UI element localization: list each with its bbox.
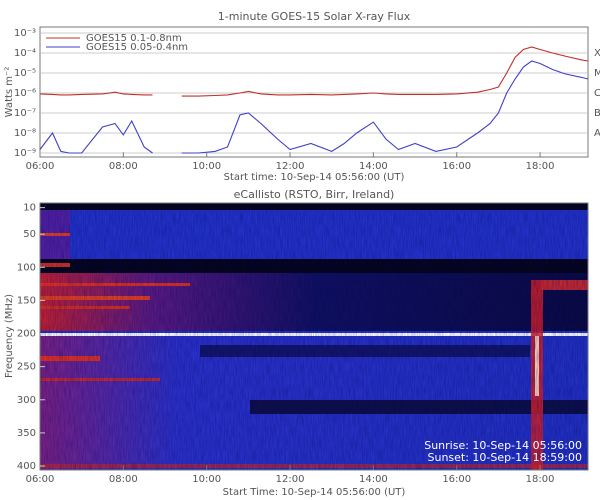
x-tick-label: 12:00 [276, 161, 305, 172]
x-tick-label: 14:00 [359, 161, 388, 172]
y2-tick-label: A [594, 128, 600, 139]
y-tick-label: 10 [23, 203, 36, 214]
y-tick-label: 350 [17, 428, 36, 439]
legend-label: GOES15 0.1-0.8nm [86, 33, 182, 44]
x-tick-label: 18:00 [526, 161, 555, 172]
x-axis-label: Start Time: 10-Sep-14 05:56:00 (UT) [223, 487, 406, 498]
y-tick-label: 10⁻⁸ [14, 128, 36, 139]
x-tick-label: 10:00 [192, 474, 221, 485]
plot-frame [39, 202, 589, 471]
y-tick-label: 100 [17, 262, 36, 273]
x-tick-label: 12:00 [276, 474, 305, 485]
x-tick-label: 06:00 [26, 161, 55, 172]
x-tick-label: 16:00 [442, 474, 471, 485]
chart-title: 1-minute GOES-15 Solar X-ray Flux [218, 10, 411, 23]
x-tick-label: 18:00 [526, 474, 555, 485]
series-line [181, 46, 589, 97]
y-tick-label: 10⁻⁹ [14, 148, 36, 159]
y-tick-label: 300 [17, 395, 36, 406]
y2-tick-label: B [594, 108, 600, 119]
x-tick-label: 06:00 [26, 474, 55, 485]
chart-title: eCallisto (RSTO, Birr, Ireland) [234, 188, 395, 201]
y-tick-label: 200 [17, 329, 36, 340]
spectrogram-image [40, 203, 588, 470]
series-line [39, 91, 153, 96]
annotation: Sunrise: 10-Sep-14 05:56:00 [424, 439, 582, 452]
y-tick-label: 10⁻⁵ [14, 68, 36, 79]
x-tick-label: 10:00 [192, 161, 221, 172]
x-tick-label: 08:00 [109, 161, 138, 172]
y-axis-label: Frequency (MHz) [4, 294, 15, 378]
y-axis-label: Watts m⁻² [4, 67, 15, 118]
x-tick-label: 16:00 [442, 161, 471, 172]
x-tick-label: 14:00 [359, 474, 388, 485]
y2-tick-label: C [594, 88, 600, 99]
y-tick-label: 50 [23, 229, 36, 240]
y-tick-label: 10⁻⁶ [14, 88, 36, 99]
y-tick-label: 400 [17, 461, 36, 472]
y-tick-label: 10⁻³ [14, 28, 36, 39]
y2-tick-label: X [594, 48, 600, 59]
annotation: Sunset: 10-Sep-14 18:59:00 [427, 451, 582, 464]
y-tick-label: 150 [17, 295, 36, 306]
noise [40, 203, 588, 470]
plot-frame [39, 26, 589, 158]
x-axis-label: Start time: 10-Sep-14 05:56:00 (UT) [224, 172, 405, 183]
y-tick-label: 10⁻⁴ [14, 48, 36, 59]
series-line [181, 60, 589, 154]
series-line [39, 119, 153, 154]
y2-tick-label: M [594, 68, 600, 79]
legend-label: GOES15 0.05-0.4nm [86, 42, 188, 53]
x-tick-label: 08:00 [109, 474, 138, 485]
y-tick-label: 250 [17, 362, 36, 373]
y-tick-label: 10⁻⁷ [14, 108, 36, 119]
